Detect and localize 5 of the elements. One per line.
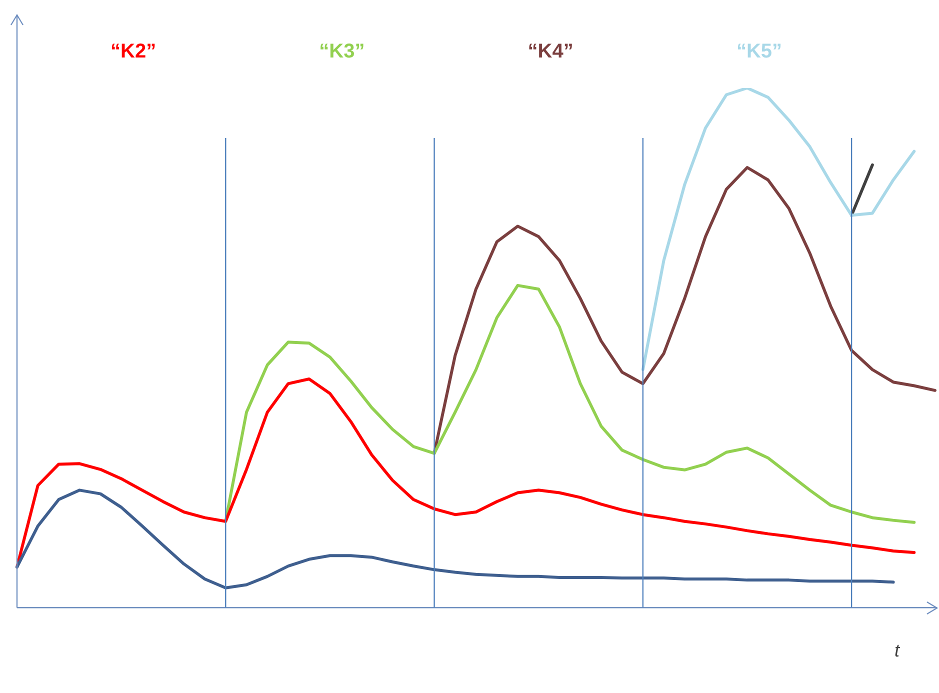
text: “K3”	[319, 40, 365, 63]
text: “K4”	[528, 40, 574, 63]
series-label: “K5”	[736, 40, 782, 63]
text: “K2”	[110, 40, 156, 63]
x-axis-title: t	[894, 640, 900, 661]
